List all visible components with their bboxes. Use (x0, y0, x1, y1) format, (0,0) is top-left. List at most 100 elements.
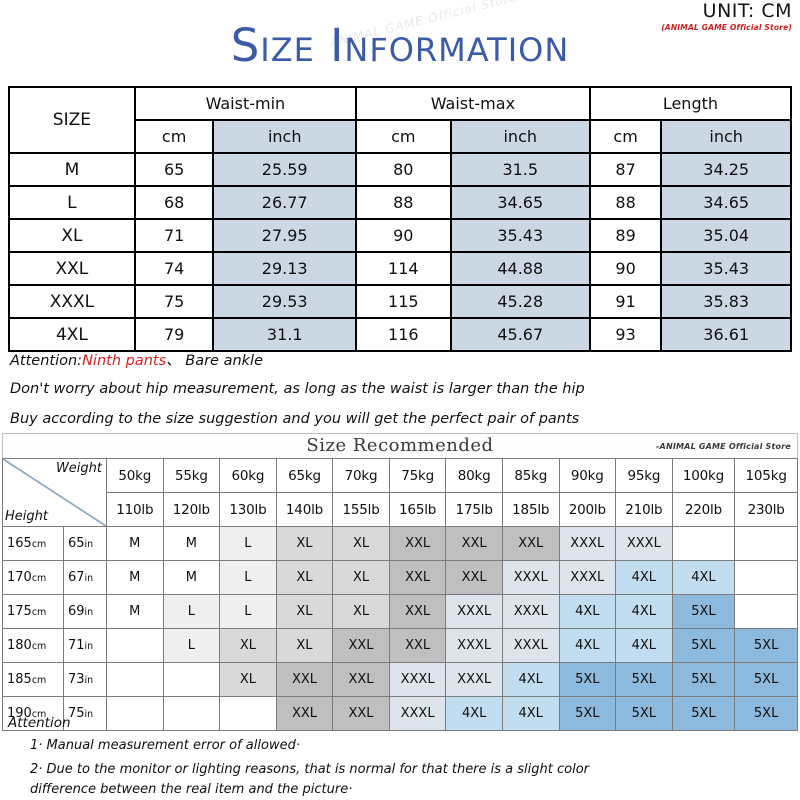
rec-cell-r4-c4: XXL (332, 662, 390, 697)
table-row: M 65 25.59 80 31.5 87 34.25 (8, 152, 792, 187)
recommendation-row: 185cm 73in XL XXL XXL XXXL XXXL 4XL 5XL 5XL 5XL 5XL (2, 662, 798, 697)
height-cm-1: 170cm (2, 560, 64, 595)
rec-cell-r1-c2: L (219, 560, 277, 595)
rec-cell-r0-c5: XXL (388, 526, 447, 561)
weight-lb-11: 230lb (734, 492, 798, 527)
rec-cell-r1-c7: XXXL (501, 560, 560, 595)
cell-waist-min-in: 29.53 (212, 284, 357, 319)
cell-waist-max-cm: 90 (354, 218, 452, 253)
rec-cell-r2-c8: 4XL (558, 594, 617, 629)
rec-cell-r5-c8: 5XL (558, 696, 617, 731)
bottom-attention-item-1: 1· Manual measurement error of allowed· (30, 738, 300, 753)
cell-waist-max-in: 45.28 (449, 284, 591, 319)
rec-cell-r3-c5: XXL (388, 628, 447, 663)
rec-cell-r4-c2: XL (219, 662, 277, 697)
cell-length-in: 34.25 (660, 152, 792, 187)
rec-cell-r1-c8: XXXL (558, 560, 617, 595)
height-in-1: 67in (63, 560, 107, 595)
header-size: SIZE (8, 86, 136, 154)
rec-cell-r4-c10: 5XL (671, 662, 736, 697)
rec-cell-r2-c4: XL (332, 594, 390, 629)
diagonal-divider-icon (3, 459, 106, 526)
cell-length-cm: 88 (588, 185, 663, 220)
weight-kg-5: 75kg (388, 458, 447, 493)
rec-cell-r4-c11: 5XL (734, 662, 798, 697)
rec-cell-r4-c3: XXL (275, 662, 334, 697)
note-ninth-pants: Attention:Ninth pants、 Bare ankle (10, 349, 263, 370)
rec-cell-r1-c5: XXL (388, 560, 447, 595)
weight-lb-0: 110lb (106, 492, 164, 527)
rec-cell-r4-c5: XXXL (388, 662, 447, 697)
cell-waist-max-cm: 114 (354, 251, 452, 286)
rec-cell-r5-c1 (162, 696, 221, 731)
cell-waist-max-cm: 116 (354, 317, 452, 352)
weight-kg-11: 105kg (734, 458, 798, 493)
cell-size: M (8, 152, 136, 187)
cell-waist-min-cm: 71 (133, 218, 215, 253)
table-subheader-row: cm inch cm inch cm inch (9, 119, 792, 154)
cell-size: 4XL (8, 317, 136, 352)
table-row: XXXL 75 29.53 115 45.28 91 35.83 (8, 284, 792, 319)
weight-lb-row: 110lb 120lb 130lb 140lb 155lb 165lb 175l… (3, 492, 798, 527)
rec-cell-r1-c10: 4XL (671, 560, 736, 595)
cell-length-in: 35.04 (660, 218, 792, 253)
cell-waist-max-cm: 115 (354, 284, 452, 319)
table-row: L 68 26.77 88 34.65 88 34.65 (8, 185, 792, 220)
cell-length-cm: 91 (588, 284, 663, 319)
rec-cell-r3-c2: XL (219, 628, 277, 663)
rec-cell-r4-c0 (106, 662, 164, 697)
header-waist-min: Waist-min (133, 86, 357, 121)
weight-kg-9: 95kg (615, 458, 673, 493)
weight-kg-2: 60kg (219, 458, 277, 493)
rec-cell-r2-c1: L (162, 594, 221, 629)
weight-lb-6: 175lb (445, 492, 503, 527)
rec-cell-r0-c7: XXL (501, 526, 560, 561)
weight-kg-4: 70kg (332, 458, 390, 493)
rec-cell-r2-c0: M (106, 594, 164, 629)
weight-lb-8: 200lb (558, 492, 617, 527)
cell-size: XXL (8, 251, 136, 286)
store-tag: (ANIMAL GAME Official Store) (661, 23, 792, 32)
corner-height-label: Height (5, 509, 48, 524)
recommendation-row: 170cm 67in M M L XL XL XXL XXL XXXL XXXL 4XL 4XL (2, 560, 798, 595)
rec-cell-r1-c4: XL (332, 560, 390, 595)
header-waist-max: Waist-max (354, 86, 591, 121)
rec-cell-r1-c1: M (162, 560, 221, 595)
rec-cell-r0-c8: XXXL (558, 526, 617, 561)
height-in-3: 71in (63, 628, 107, 663)
rec-cell-r2-c10: 5XL (671, 594, 736, 629)
height-in-5: 75in (63, 696, 107, 731)
rec-cell-r4-c7: 4XL (501, 662, 560, 697)
cell-waist-max-in: 35.43 (449, 218, 591, 253)
cell-length-cm: 87 (588, 152, 663, 187)
rec-cell-r0-c0: M (106, 526, 164, 561)
note-highlight: Ninth pants (82, 353, 167, 369)
cell-size: XL (8, 218, 136, 253)
watermark-store: -ANIMAL GAME Official Store (656, 442, 791, 451)
rec-cell-r0-c2: L (219, 526, 277, 561)
rec-cell-r4-c6: XXXL (445, 662, 503, 697)
weight-kg-8: 90kg (558, 458, 617, 493)
weight-kg-0: 50kg (106, 458, 164, 493)
rec-cell-r3-c9: 4XL (615, 628, 673, 663)
weight-kg-10: 100kg (671, 458, 736, 493)
rec-cell-r0-c11 (734, 526, 798, 561)
rec-cell-r5-c0 (106, 696, 164, 731)
cell-length-in: 34.65 (660, 185, 792, 220)
rec-cell-r0-c9: XXXL (615, 526, 673, 561)
weight-lb-1: 120lb (162, 492, 221, 527)
note-suffix: 、 Bare ankle (166, 353, 263, 369)
cell-waist-min-in: 31.1 (212, 317, 357, 352)
table-row: 4XL 79 31.1 116 45.67 93 36.61 (8, 317, 792, 352)
rec-cell-r3-c10: 5XL (671, 628, 736, 663)
rec-cell-r5-c2 (219, 696, 277, 731)
rec-cell-r2-c6: XXXL (445, 594, 503, 629)
cell-length-in: 35.83 (660, 284, 792, 319)
height-cm-2: 175cm (2, 594, 64, 629)
cell-waist-max-in: 45.67 (449, 317, 591, 352)
rec-cell-r2-c9: 4XL (615, 594, 673, 629)
cell-waist-min-cm: 74 (133, 251, 215, 286)
rec-cell-r2-c7: XXXL (501, 594, 560, 629)
bottom-attention-item-2a: 2· Due to the monitor or lighting reason… (30, 762, 590, 777)
height-in-0: 65in (63, 526, 107, 561)
